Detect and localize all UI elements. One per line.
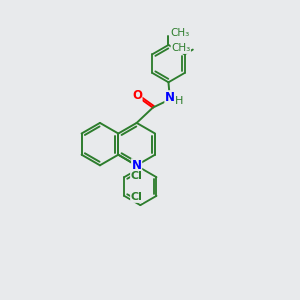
Text: N: N bbox=[132, 159, 142, 172]
Text: N: N bbox=[165, 91, 175, 104]
Text: Cl: Cl bbox=[131, 192, 142, 202]
Text: Cl: Cl bbox=[131, 171, 142, 181]
Text: O: O bbox=[132, 89, 142, 102]
Text: CH₃: CH₃ bbox=[171, 44, 190, 53]
Text: H: H bbox=[175, 96, 184, 106]
Text: CH₃: CH₃ bbox=[170, 28, 189, 38]
